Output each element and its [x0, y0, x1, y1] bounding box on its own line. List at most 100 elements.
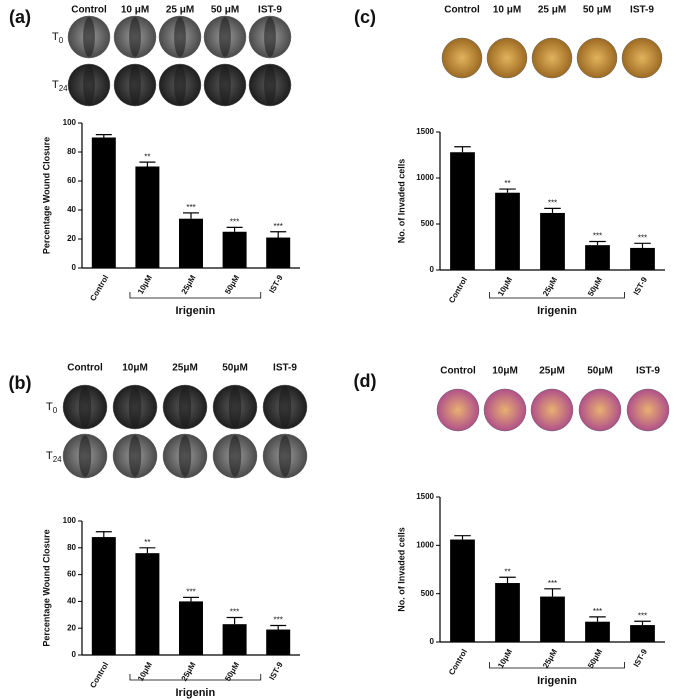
bar [540, 596, 565, 642]
wound-gap [264, 17, 276, 57]
y-tick-label: 20 [67, 234, 76, 243]
row-label-sub: 24 [53, 455, 62, 464]
y-axis-label: No. of Invaded cells [396, 159, 406, 244]
image-label: 10μM [492, 366, 518, 377]
bar [179, 218, 203, 268]
image-label: Control [444, 5, 480, 16]
wound-gap [129, 65, 141, 105]
wound-gap [78, 386, 92, 428]
micrograph [578, 388, 622, 432]
x-tick-label: Control [88, 274, 110, 303]
image-label: IST-9 [258, 5, 282, 16]
panel-label: (c) [354, 7, 376, 27]
x-tick-label: IST-9 [267, 660, 285, 682]
wound-gap [129, 17, 141, 57]
image-label: 50μM [222, 363, 248, 374]
image-label: 50 μM [583, 5, 611, 16]
bar [266, 629, 291, 655]
row-label-main: T [52, 31, 59, 43]
y-tick-label: 40 [67, 597, 76, 606]
y-tick-label: 100 [63, 516, 77, 525]
y-tick-label: 1500 [416, 127, 434, 136]
significance-label: *** [638, 611, 647, 620]
group-bracket [489, 292, 625, 299]
y-tick-label: 0 [72, 263, 77, 272]
x-tick-label: Control [447, 648, 469, 677]
x-tick-label: 25μM [180, 660, 198, 683]
significance-label: *** [274, 616, 283, 625]
x-tick-label: 10μM [136, 660, 154, 683]
image-label: 10μM [122, 363, 148, 374]
x-tick-label: 25μM [541, 647, 559, 670]
y-axis-label: Percentage Wound Closure [41, 529, 51, 646]
micrograph [576, 37, 618, 79]
x-tick-label: 10μM [496, 275, 514, 298]
significance-label: *** [230, 218, 239, 227]
wound-gap [278, 386, 292, 428]
bar [450, 539, 475, 642]
y-tick-label: 0 [430, 265, 435, 274]
micrograph [436, 388, 480, 432]
micrograph [621, 37, 663, 79]
x-tick-label: 10μM [496, 647, 514, 670]
x-tick-label: 50μM [223, 273, 241, 296]
x-tick-label: IST-9 [632, 647, 650, 669]
row-label-sub: 24 [59, 84, 68, 93]
y-tick-label: 1000 [416, 540, 434, 549]
row-label-main: T [46, 450, 53, 462]
wound-gap [228, 386, 242, 428]
group-bracket [129, 674, 262, 681]
image-label: 10 μM [121, 5, 149, 16]
significance-label: *** [230, 608, 239, 617]
bar [91, 137, 116, 268]
bar [266, 237, 291, 268]
significance-label: *** [548, 579, 557, 588]
y-axis-label: Percentage Wound Closure [41, 137, 51, 254]
row-label: T0 [52, 31, 64, 45]
x-tick-label: 25μM [180, 273, 198, 296]
significance-label: *** [548, 198, 557, 207]
wound-gap [178, 386, 192, 428]
image-label: Control [71, 5, 107, 16]
bar [179, 601, 203, 655]
y-tick-label: 500 [421, 219, 435, 228]
wound-gap [219, 17, 231, 57]
y-tick-label: 100 [63, 118, 77, 127]
bar [630, 247, 655, 270]
wound-gap [78, 435, 92, 477]
significance-label: ** [504, 179, 510, 188]
row-label-main: T [52, 79, 59, 91]
image-label: 10 μM [493, 5, 521, 16]
bar [222, 624, 247, 655]
panel-label: (a) [9, 7, 31, 27]
bar [495, 192, 520, 270]
significance-label: ** [144, 538, 150, 547]
x-tick-label: 50μM [586, 647, 604, 670]
group-label: Irigenin [537, 675, 577, 687]
micrograph [531, 37, 573, 79]
row-label-sub: 0 [53, 406, 58, 415]
wound-gap [219, 65, 231, 105]
micrograph [483, 388, 527, 432]
wound-gap [83, 65, 95, 105]
y-tick-label: 60 [67, 176, 76, 185]
significance-label: ** [504, 567, 510, 576]
row-label: T24 [46, 450, 62, 464]
significance-label: *** [593, 607, 602, 616]
row-label: T0 [46, 401, 58, 415]
y-tick-label: 0 [72, 650, 77, 659]
wound-gap [83, 17, 95, 57]
significance-label: *** [186, 203, 195, 212]
x-tick-label: 50μM [586, 275, 604, 298]
x-tick-label: Control [88, 661, 110, 690]
y-tick-label: 80 [67, 147, 76, 156]
bar [495, 583, 520, 642]
row-label-sub: 0 [59, 36, 64, 45]
significance-label: *** [593, 232, 602, 241]
bar [135, 553, 160, 655]
bar [630, 625, 655, 642]
y-tick-label: 20 [67, 623, 76, 632]
group-label: Irigenin [175, 687, 215, 699]
x-tick-label: 50μM [223, 660, 241, 683]
